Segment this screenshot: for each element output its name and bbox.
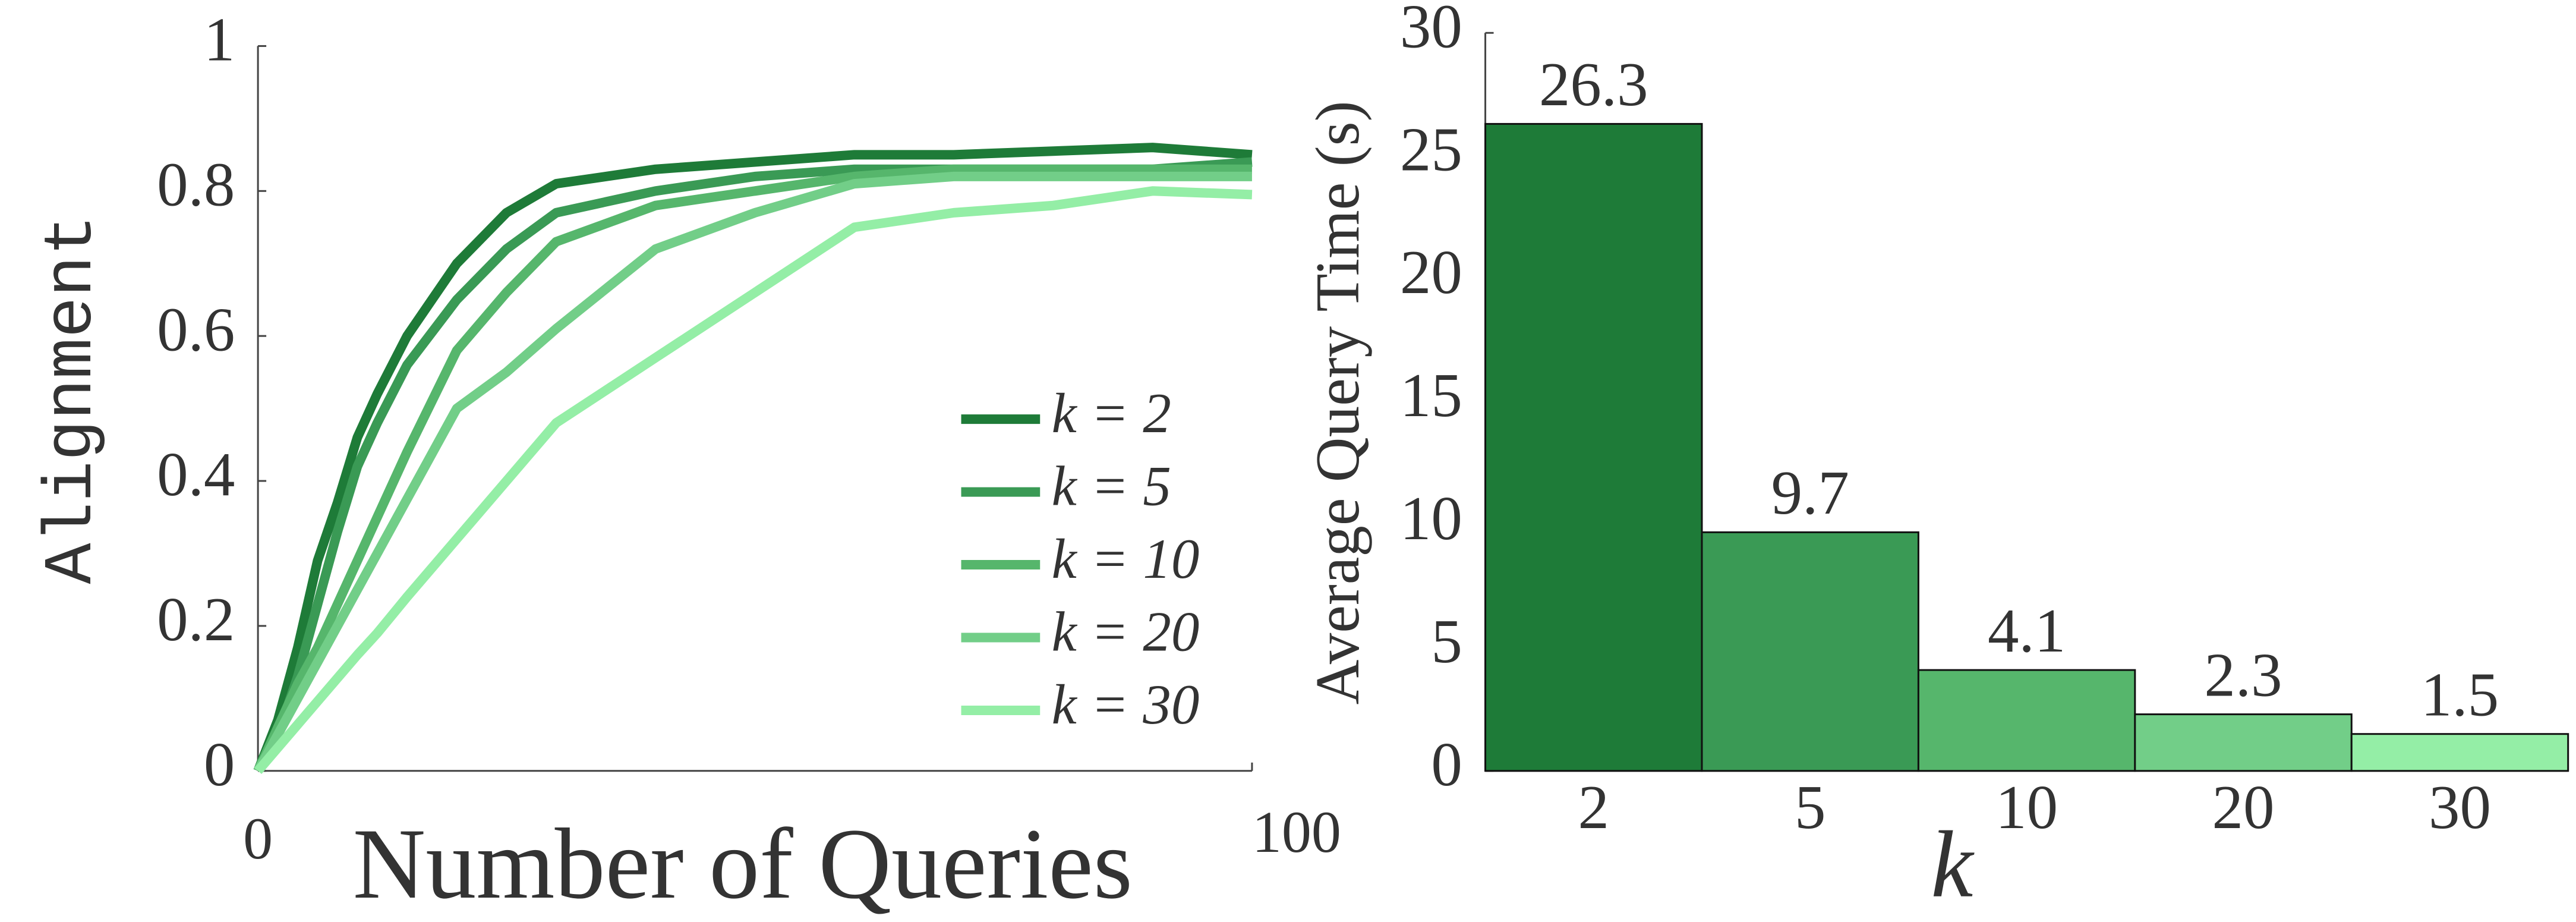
x-axis-title: Number of Queries — [353, 808, 1133, 920]
x-tick-label: 0 — [243, 805, 273, 871]
line-series — [253, 143, 1253, 773]
y-tick-label: 0.8 — [157, 149, 235, 219]
x-tick-label: 5 — [1795, 772, 1826, 842]
bar — [1701, 531, 1919, 772]
x-tick-label: 30 — [2429, 772, 2491, 842]
line-series — [253, 164, 1252, 773]
bar — [2134, 713, 2353, 772]
bar-value-label: 1.5 — [2421, 660, 2499, 729]
legend-label: k = 30 — [1052, 673, 1200, 736]
y-axis-title: Alignment — [33, 215, 111, 584]
y-tick-label: 1 — [204, 5, 235, 74]
bar — [2350, 733, 2569, 772]
x-tick-label: 2 — [1578, 772, 1610, 842]
y-tick-label: 0.2 — [157, 584, 235, 654]
bar-value-label: 4.1 — [1988, 596, 2066, 665]
bar-value-label: 9.7 — [1771, 458, 1849, 527]
y-tick-label: 0.6 — [157, 294, 235, 364]
legend-label: k = 2 — [1052, 382, 1171, 445]
y-tick-label: 30 — [1400, 0, 1462, 61]
bar — [1917, 669, 2136, 772]
x-tick-label: 100 — [1252, 799, 1341, 865]
y-tick-label: 20 — [1400, 237, 1462, 307]
bar-value-label: 26.3 — [1539, 49, 1648, 119]
y-tick-label: 10 — [1400, 483, 1462, 553]
y-tick-label: 5 — [1431, 606, 1462, 676]
y-tick-label: 0 — [1431, 729, 1462, 799]
bar-value-label: 2.3 — [2204, 640, 2282, 709]
y-tick-label: 15 — [1400, 360, 1462, 430]
x-tick-label: 20 — [2212, 772, 2275, 842]
y-tick-label: 0 — [204, 729, 235, 799]
line-series — [254, 171, 1252, 773]
x-tick-label: 10 — [1995, 772, 2058, 842]
legend-label: k = 5 — [1052, 454, 1171, 517]
legend-label: k = 20 — [1052, 600, 1200, 663]
legend-label: k = 10 — [1052, 527, 1200, 590]
y-axis-title: Average Query Time (s) — [1303, 101, 1372, 705]
x-axis-title: k — [1931, 811, 1975, 917]
line-series — [254, 186, 1253, 774]
y-tick-label: 0.4 — [157, 439, 235, 509]
bar — [1484, 122, 1703, 772]
y-tick-label: 25 — [1400, 114, 1462, 184]
